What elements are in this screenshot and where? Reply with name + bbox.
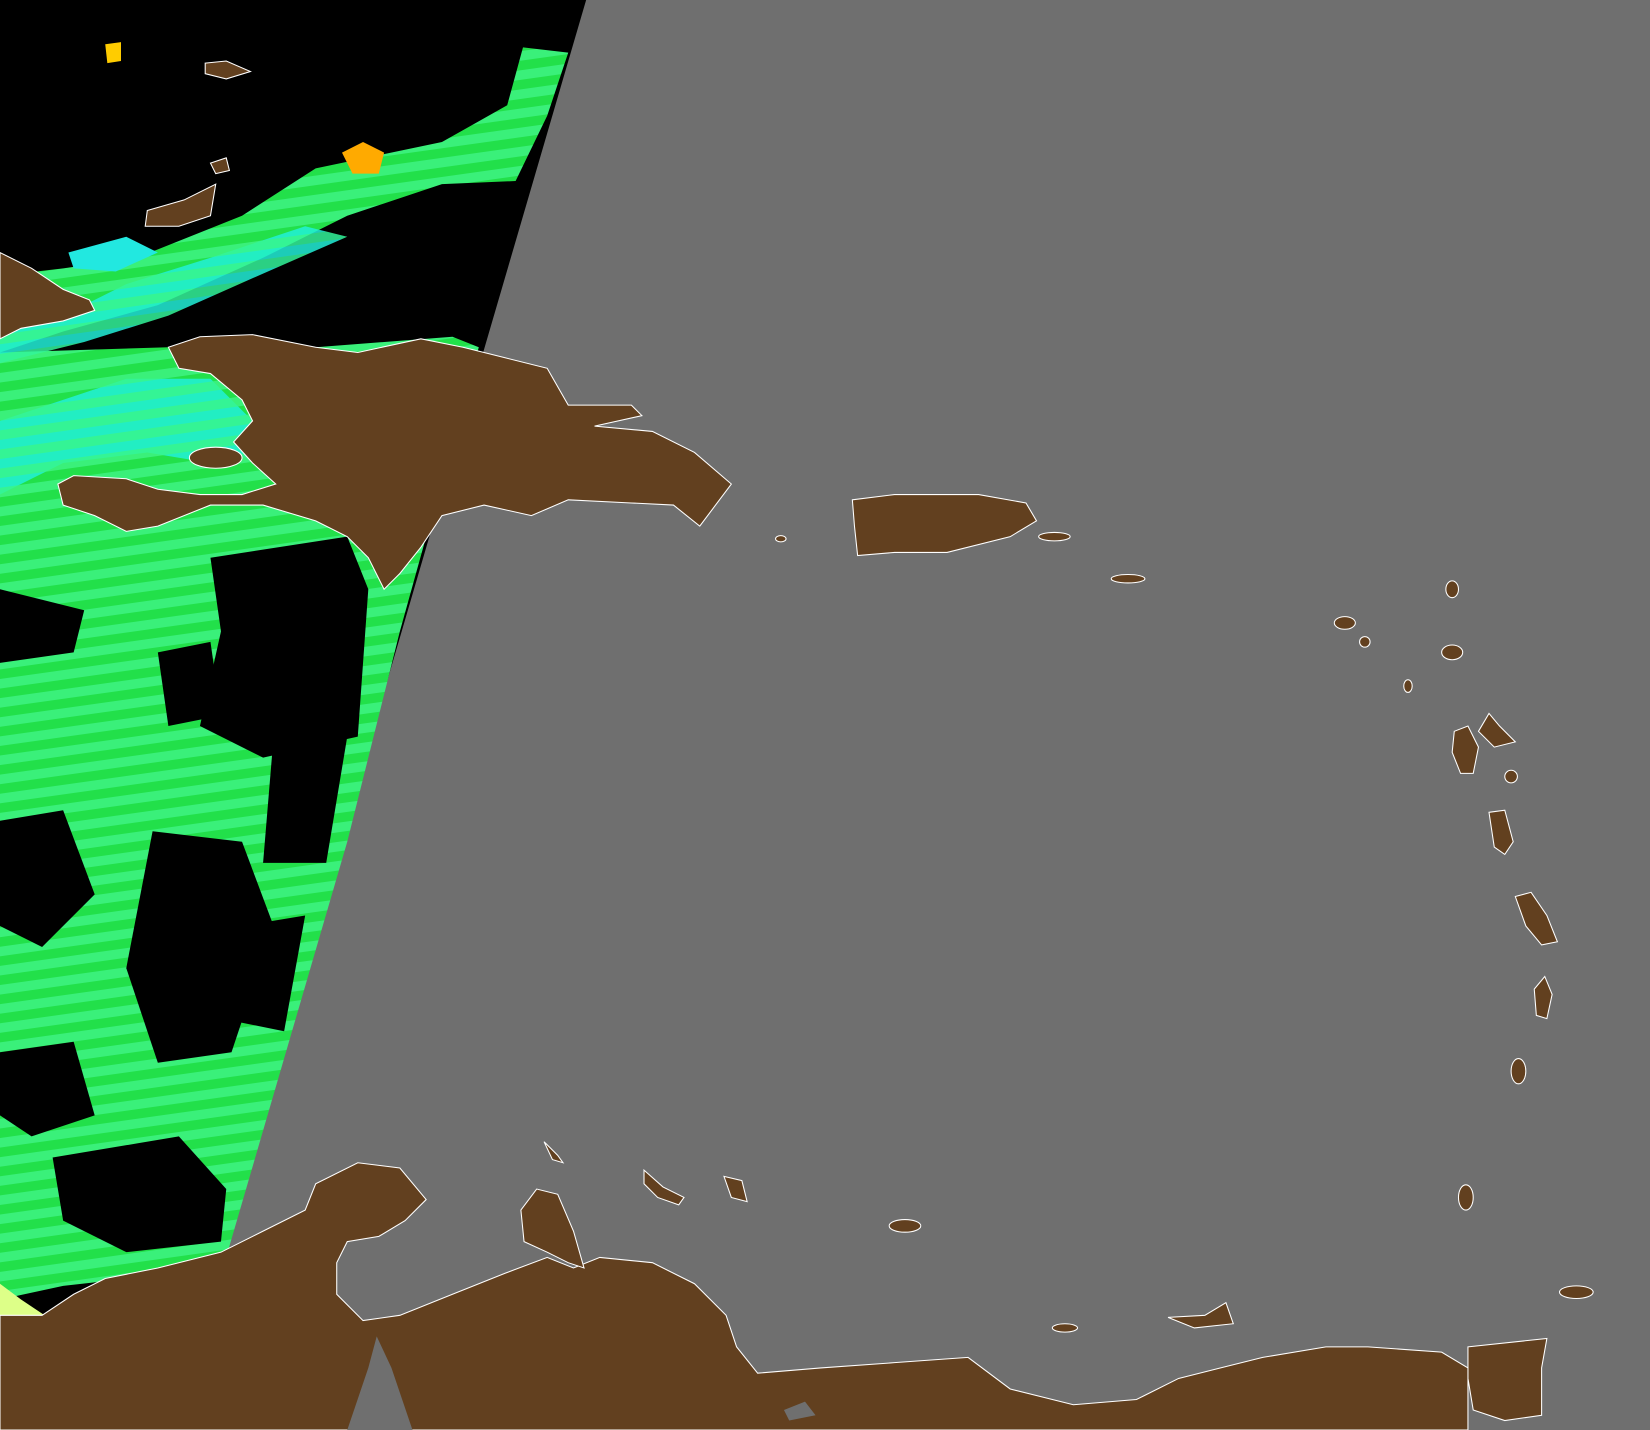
dominica-land [1488,809,1514,856]
trinidad-land [1467,1337,1548,1422]
ocean-data-cyan-north [68,236,158,272]
hispaniola-land [57,334,733,591]
cuba-land [0,251,96,340]
st-lucia-land [1533,975,1553,1020]
venezuela-land [0,1162,1469,1430]
puerto-rico-land [851,494,1038,557]
no-data-patch [783,1401,816,1421]
cloud-blobs [0,199,495,1253]
high-value-patch [105,42,122,64]
ocean-data-cyan-region [0,226,348,495]
martinique-land [1514,891,1559,946]
paraguana-land [520,1188,585,1269]
land-masses [0,60,1594,1430]
guadeloupe-land [1451,725,1480,774]
high-value-patch [341,142,385,174]
lake-maracaibo [347,1336,413,1430]
